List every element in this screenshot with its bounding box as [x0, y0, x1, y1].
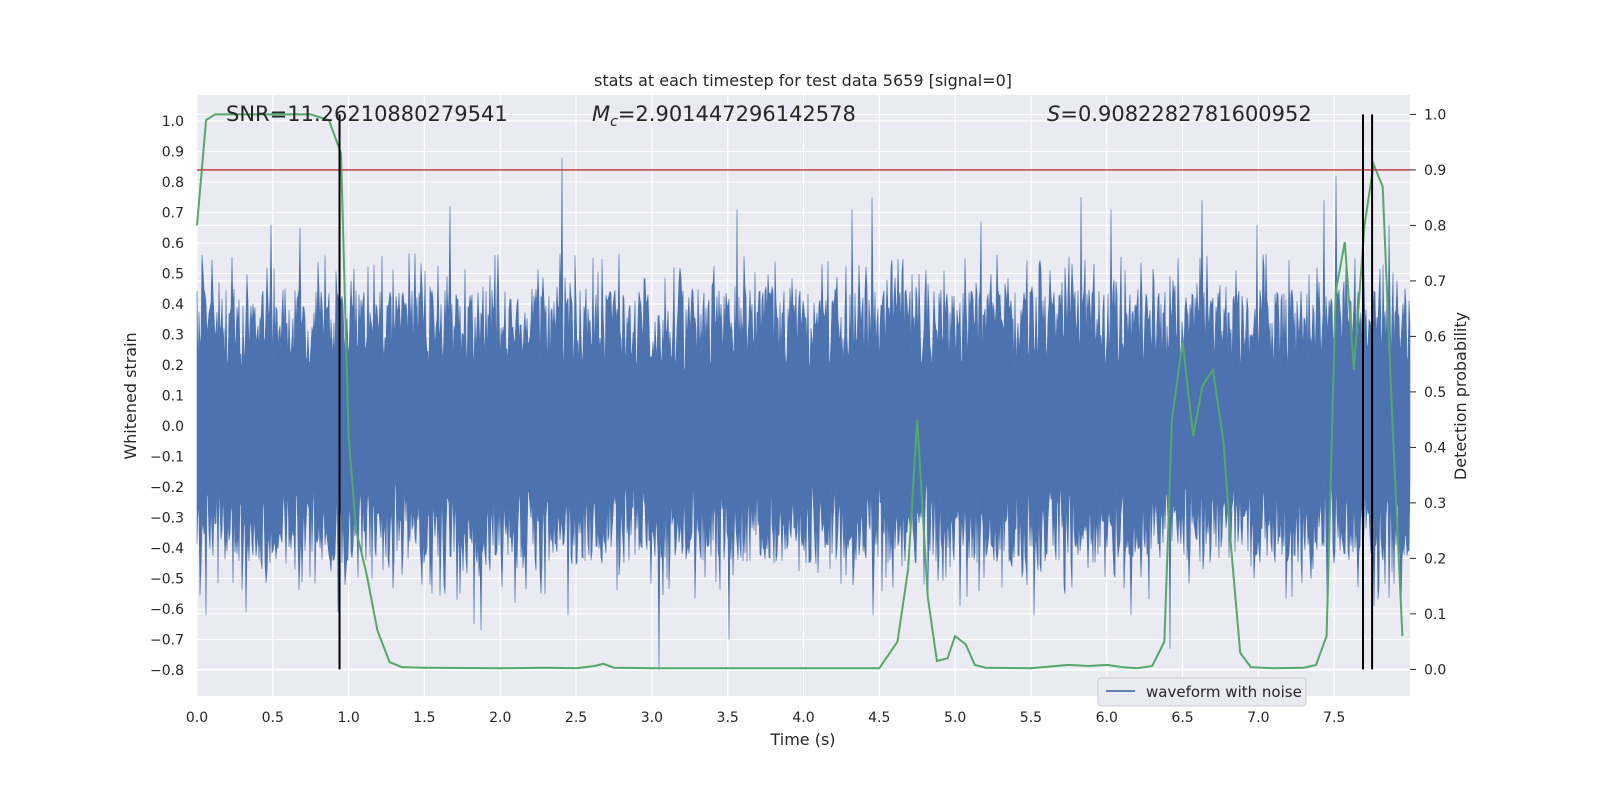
y2-tick-label: 0.9: [1424, 163, 1446, 179]
y-tick-label: 1.0: [162, 114, 184, 130]
y-tick-label: 0.0: [162, 419, 184, 435]
y-tick-label: −0.3: [150, 511, 184, 527]
y-tick-labels: −0.8 −0.7 −0.6 −0.5 −0.4 −0.3 −0.2 −0.1 0.0 0.1 0.…: [150, 114, 184, 679]
x-tick-label: 1.0: [337, 710, 359, 726]
vertical-markers: [338, 114, 1374, 670]
x-tick-label: 5.5: [1020, 710, 1042, 726]
s-annotation: S=0.9082282781600952: [1047, 102, 1312, 126]
y-tick-label: 0.5: [162, 266, 184, 282]
y-tick-label: 0.7: [162, 205, 184, 221]
legend-label-waveform: waveform with noise: [1146, 683, 1302, 701]
y-tick-label: −0.6: [150, 602, 184, 618]
y-tick-label: 0.6: [162, 236, 184, 252]
s-value: =0.9082282781600952: [1060, 102, 1311, 126]
x-tick-label: 3.5: [717, 710, 739, 726]
y-tick-label: −0.1: [150, 450, 184, 466]
x-tick-label: 6.5: [1171, 710, 1193, 726]
y2-tick-label: 0.0: [1424, 662, 1446, 678]
y2-axis-label: Detection probability: [1451, 312, 1470, 480]
y-tick-label: −0.8: [150, 663, 184, 679]
y2-tick-label: 0.3: [1424, 496, 1446, 512]
waveform-series: [196, 157, 1411, 671]
y-tick-label: 0.3: [162, 327, 184, 343]
y2-tick-label: 0.7: [1424, 274, 1446, 290]
y-axis-label: Whitened strain: [121, 332, 140, 459]
chart-title: stats at each timestep for test data 565…: [594, 71, 1012, 90]
y-tick-label: −0.5: [150, 572, 184, 588]
detection-probability-line: [196, 113, 1404, 670]
probability-series: [196, 113, 1410, 670]
y2-tick-label: 0.5: [1424, 385, 1446, 401]
y2-tick-label: 0.4: [1424, 440, 1446, 456]
x-tick-label: 4.0: [792, 710, 814, 726]
s-symbol: S: [1047, 102, 1060, 126]
legend: waveform with noise: [1097, 677, 1307, 707]
y2-tick-label: 0.1: [1424, 607, 1446, 623]
snr-annotation: SNR=11.26210880279541: [226, 102, 508, 126]
chirp-mass-symbol: M: [592, 102, 610, 126]
y-tick-label: 0.9: [162, 144, 184, 160]
x-tick-label: 5.0: [944, 710, 966, 726]
x-tick-label: 0.5: [262, 710, 284, 726]
chirp-mass-subscript: c: [610, 114, 618, 130]
x-tick-label: 4.5: [868, 710, 890, 726]
y-tick-label: 0.8: [162, 175, 184, 191]
x-tick-label: 3.0: [641, 710, 663, 726]
chirp-mass-value: =2.901447296142578: [618, 102, 856, 126]
x-tick-label: 7.5: [1323, 710, 1345, 726]
y-tick-label: 0.4: [162, 297, 184, 313]
chirp-mass-annotation: Mc=2.901447296142578: [592, 102, 856, 130]
y-tick-label: −0.7: [150, 633, 184, 649]
x-axis-label: Time (s): [769, 730, 835, 749]
x-tick-label: 1.5: [413, 710, 435, 726]
y-tick-label: −0.2: [150, 480, 184, 496]
y-tick-label: 0.1: [162, 389, 184, 405]
x-tick-label: 6.0: [1096, 710, 1118, 726]
y2-tick-label: 0.6: [1424, 329, 1446, 345]
x-tick-labels: 0.0 0.5 1.0 1.5 2.0 2.5 3.0 3.5 4.0 4.5 5.0 5.5 6.0 6…: [186, 710, 1345, 726]
y2-tick-labels: 0.0 0.1 0.2 0.3 0.4 0.5 0.6 0.7 0.8 0.9 1.0: [1410, 107, 1446, 678]
y2-tick-label: 0.8: [1424, 218, 1446, 234]
y2-tick-label: 0.2: [1424, 551, 1446, 567]
x-tick-label: 7.0: [1247, 710, 1269, 726]
x-tick-label: 2.5: [565, 710, 587, 726]
waveform-envelope: [196, 157, 1411, 671]
y-tick-label: −0.4: [150, 541, 184, 557]
y2-tick-label: 1.0: [1424, 107, 1446, 123]
x-tick-label: 2.0: [489, 710, 511, 726]
x-tick-label: 0.0: [186, 710, 208, 726]
y-tick-label: 0.2: [162, 358, 184, 374]
legend-box: [1097, 677, 1307, 707]
